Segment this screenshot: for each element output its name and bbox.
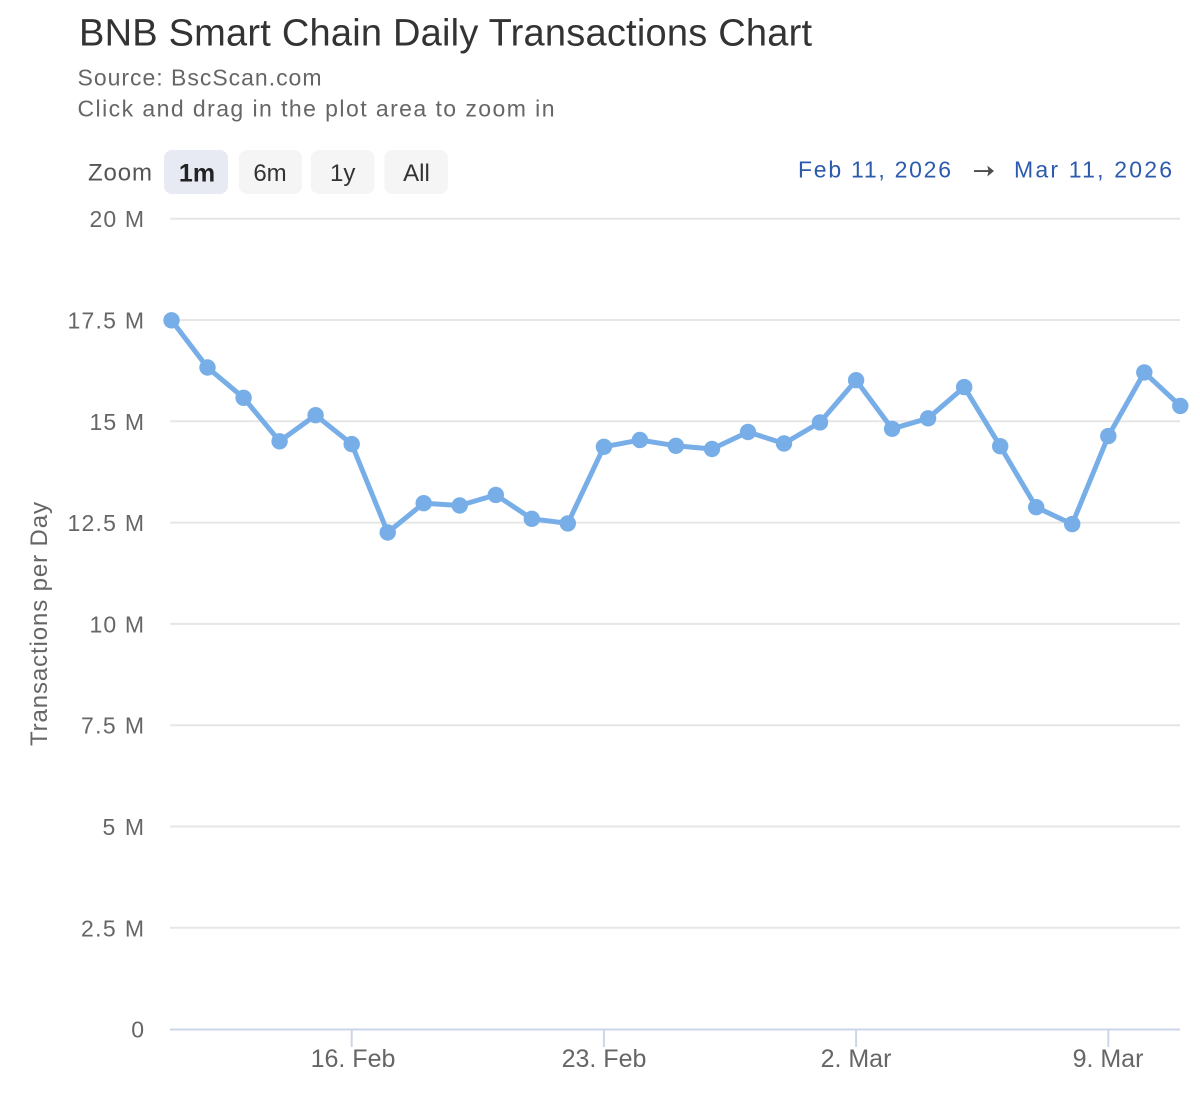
- svg-text:12.5 M: 12.5 M: [68, 510, 145, 536]
- svg-text:23. Feb: 23. Feb: [562, 1045, 647, 1073]
- svg-text:BNB Smart Chain Daily Transact: BNB Smart Chain Daily Transactions Chart: [79, 13, 812, 55]
- svg-text:Mar 11, 2026: Mar 11, 2026: [1014, 157, 1172, 183]
- svg-text:10 M: 10 M: [90, 611, 145, 637]
- svg-text:15 M: 15 M: [90, 409, 145, 435]
- svg-text:6m: 6m: [253, 160, 286, 187]
- svg-text:7.5 M: 7.5 M: [81, 713, 144, 739]
- svg-text:1y: 1y: [330, 160, 355, 187]
- svg-text:2. Mar: 2. Mar: [821, 1045, 892, 1073]
- svg-text:17.5 M: 17.5 M: [68, 308, 145, 334]
- svg-text:9. Mar: 9. Mar: [1073, 1045, 1144, 1073]
- svg-text:0: 0: [131, 1017, 144, 1043]
- svg-text:Click and drag in the plot are: Click and drag in the plot area to zoom …: [78, 96, 555, 122]
- svg-text:2.5 M: 2.5 M: [81, 915, 144, 941]
- svg-text:1m: 1m: [179, 160, 215, 188]
- svg-text:Feb 11, 2026: Feb 11, 2026: [798, 157, 951, 183]
- svg-text:All: All: [403, 160, 430, 187]
- svg-text:Source: BscScan.com: Source: BscScan.com: [78, 65, 322, 91]
- svg-text:Transactions per Day: Transactions per Day: [26, 502, 53, 746]
- svg-text:Zoom: Zoom: [88, 160, 152, 187]
- svg-text:16. Feb: 16. Feb: [311, 1045, 396, 1073]
- svg-text:5 M: 5 M: [103, 814, 145, 840]
- svg-text:20 M: 20 M: [90, 206, 145, 232]
